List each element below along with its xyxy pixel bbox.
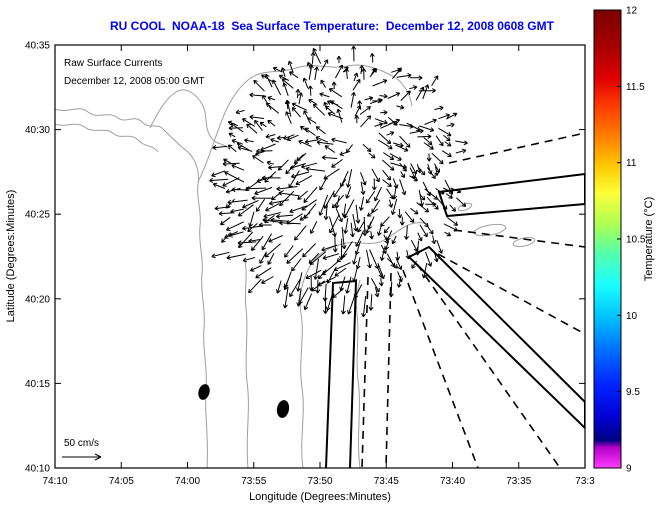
y-tick-label: 40:10 [25,464,50,475]
colorbar-tick-label: 10.5 [626,235,646,246]
overlay-currents-time: December 12, 2008 05:00 GMT [64,76,205,87]
y-tick-label: 40:30 [25,125,50,136]
scale-label: 50 cm/s [64,438,99,449]
x-tick-label: 73:45 [374,476,399,487]
x-tick-label: 73:35 [506,476,531,487]
figure-title: RU COOL NOAA-18 Sea Surface Temperature:… [110,19,555,33]
y-tick-label: 40:35 [25,41,50,52]
x-tick-label: 74:00 [175,476,200,487]
x-tick-label: 74:05 [109,476,134,487]
station-marker [198,384,210,400]
scale-arrow [62,453,102,461]
coastline-path [55,108,208,468]
coastline-path [299,222,429,468]
lane-boundary-solid [437,172,585,218]
x-tick-label: 73:50 [307,476,332,487]
lane-boundary-solid [407,245,585,430]
y-tick-label: 40:15 [25,379,50,390]
x-tick-label: 74:10 [42,476,67,487]
lane-boundary-dashed [453,229,585,248]
x-tick-label: 73:55 [241,476,266,487]
y-tick-label: 40:20 [25,294,50,305]
y-axis-label: Latitude (Degrees:Minutes) [5,190,17,323]
axes: 74:10 74:05 74:00 73:55 73:50 73:45 73:40 73:35… [25,41,595,488]
lane-boundary-dashed [361,276,369,468]
current-vectors [209,45,468,318]
coastline-contours [55,64,536,468]
colorbar-tick-label: 11.5 [626,82,645,93]
lane-boundary-dashed [437,253,585,335]
depth-contour-ellipse [512,236,536,248]
lane-boundary-solid [325,279,358,468]
lane-boundary-dashed [448,132,585,164]
colorbar-bar [593,9,622,469]
colorbar-tick-label: 9 [626,464,632,475]
station-marker [276,400,290,418]
colorbar: 12 11.5 11 10.5 10 9.5 9 [593,6,646,475]
lane-boundary-dashed [416,263,561,468]
coastline-path [55,123,159,153]
colorbar-tick-label: 10 [626,311,638,322]
overlay-currents-title: Raw Surface Currents [64,58,162,69]
lane-boundary-dashed [385,272,392,468]
coastline-path [244,261,249,468]
colorbar-tick-label: 11 [626,158,637,169]
coastline-path [197,64,413,183]
coastline-path [149,89,231,151]
x-tick-label: 73:40 [440,476,465,487]
x-axis-label: Longitude (Degrees:Minutes) [249,491,391,503]
colorbar-tick-label: 9.5 [626,387,640,398]
y-tick-label: 40:25 [25,210,50,221]
x-tick-label: 73:3 [575,476,595,487]
coastline-path [355,279,361,468]
lane-boundary-dashed [402,269,479,468]
map-area [55,45,585,468]
colorbar-label: Temperature (°C) [643,197,655,281]
colorbar-tick-label: 12 [626,6,638,17]
